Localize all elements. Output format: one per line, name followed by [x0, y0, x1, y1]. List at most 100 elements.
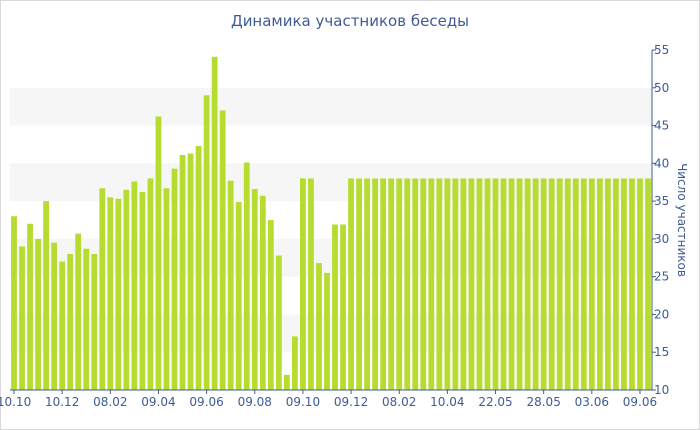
x-tick-label: 09.08	[238, 395, 272, 409]
bar[interactable]	[155, 116, 162, 391]
bar[interactable]	[211, 56, 218, 391]
bar[interactable]	[492, 178, 499, 390]
bar[interactable]	[332, 224, 338, 390]
bar[interactable]	[596, 178, 603, 390]
bar[interactable]	[300, 178, 306, 390]
bar[interactable]	[356, 178, 362, 390]
bar[interactable]	[500, 178, 507, 390]
bar[interactable]	[35, 238, 41, 390]
bar[interactable]	[219, 110, 226, 390]
bar[interactable]	[19, 246, 25, 390]
bar[interactable]	[613, 178, 619, 390]
bar[interactable]	[91, 254, 98, 390]
bar[interactable]	[564, 178, 571, 390]
bar[interactable]	[227, 180, 234, 390]
bar[interactable]	[83, 248, 90, 390]
bar[interactable]	[147, 178, 154, 390]
bar[interactable]	[380, 178, 387, 390]
y-tick-label: 10	[654, 383, 669, 397]
bar[interactable]	[508, 178, 515, 390]
y-tick-label: 30	[654, 232, 669, 246]
bar[interactable]	[163, 188, 170, 390]
bar[interactable]	[67, 254, 74, 390]
bar[interactable]	[107, 197, 114, 390]
bar[interactable]	[428, 178, 435, 390]
bar[interactable]	[540, 178, 547, 390]
bar[interactable]	[235, 201, 242, 390]
bar[interactable]	[588, 178, 595, 390]
bar[interactable]	[203, 95, 210, 390]
bar[interactable]	[195, 145, 202, 390]
bar[interactable]	[243, 162, 250, 390]
bar[interactable]	[516, 178, 523, 390]
bar[interactable]	[372, 178, 379, 390]
x-tick-label: 10.10	[0, 395, 31, 409]
bar[interactable]	[476, 178, 483, 390]
y-tick-label: 40	[654, 156, 669, 170]
bar[interactable]	[131, 181, 138, 390]
bar[interactable]	[43, 201, 49, 390]
bar[interactable]	[364, 178, 370, 390]
y-axis-title: Число участников	[675, 163, 689, 277]
bar[interactable]	[187, 153, 194, 390]
bar[interactable]	[115, 198, 122, 390]
bar[interactable]	[396, 178, 403, 390]
bar[interactable]	[604, 178, 611, 390]
y-axis: 10 15 20 25 30 35 40 45 50 55	[651, 43, 669, 397]
bar[interactable]	[484, 178, 491, 390]
bar[interactable]	[436, 178, 443, 390]
bar[interactable]	[621, 178, 627, 390]
bar[interactable]	[259, 195, 266, 390]
grid-band	[10, 87, 652, 126]
bar[interactable]	[524, 178, 531, 390]
bar[interactable]	[179, 155, 186, 390]
bar[interactable]	[348, 178, 354, 390]
bar[interactable]	[412, 178, 419, 390]
bar[interactable]	[572, 178, 579, 390]
bar[interactable]	[629, 178, 635, 390]
bar[interactable]	[548, 178, 555, 390]
bar[interactable]	[460, 178, 467, 390]
bar[interactable]	[275, 255, 282, 390]
grid-band	[10, 238, 652, 277]
x-tick-label: 08.02	[93, 395, 127, 409]
bar[interactable]	[316, 263, 322, 390]
x-tick-label: 22.05	[478, 395, 512, 409]
bar[interactable]	[283, 374, 290, 390]
bar[interactable]	[420, 178, 427, 390]
bar[interactable]	[556, 178, 563, 390]
y-tick-label: 35	[654, 194, 669, 208]
y-tick-label: 55	[654, 43, 669, 57]
y-tick-label: 50	[654, 81, 669, 95]
bar[interactable]	[340, 224, 346, 390]
bar[interactable]	[251, 189, 258, 390]
bar[interactable]	[580, 178, 587, 390]
bar[interactable]	[404, 178, 411, 390]
bar[interactable]	[324, 272, 330, 390]
bar[interactable]	[99, 188, 106, 390]
grid-bands	[10, 87, 652, 353]
bar[interactable]	[452, 178, 459, 390]
bar[interactable]	[171, 168, 178, 390]
bar[interactable]	[637, 178, 643, 390]
bar[interactable]	[11, 216, 17, 390]
y-tick-label: 25	[654, 270, 669, 284]
bar[interactable]	[75, 233, 82, 390]
x-tick-label: 09.12	[334, 395, 368, 409]
x-axis: 10.10 10.12 08.02 09.04 09.06 09.08 09.10 09.12…	[0, 389, 657, 409]
bar[interactable]	[308, 178, 314, 390]
bar[interactable]	[123, 189, 130, 390]
bar[interactable]	[27, 223, 33, 390]
bar[interactable]	[645, 178, 651, 390]
bar[interactable]	[444, 178, 451, 390]
y-tick-label: 20	[654, 307, 669, 321]
bar[interactable]	[267, 220, 274, 390]
bar[interactable]	[59, 261, 66, 390]
bar[interactable]	[51, 242, 58, 390]
bar[interactable]	[532, 178, 539, 390]
bar[interactable]	[292, 336, 298, 390]
bar[interactable]	[139, 192, 146, 390]
bars	[11, 56, 651, 391]
bar[interactable]	[468, 178, 475, 390]
bar[interactable]	[388, 178, 395, 390]
